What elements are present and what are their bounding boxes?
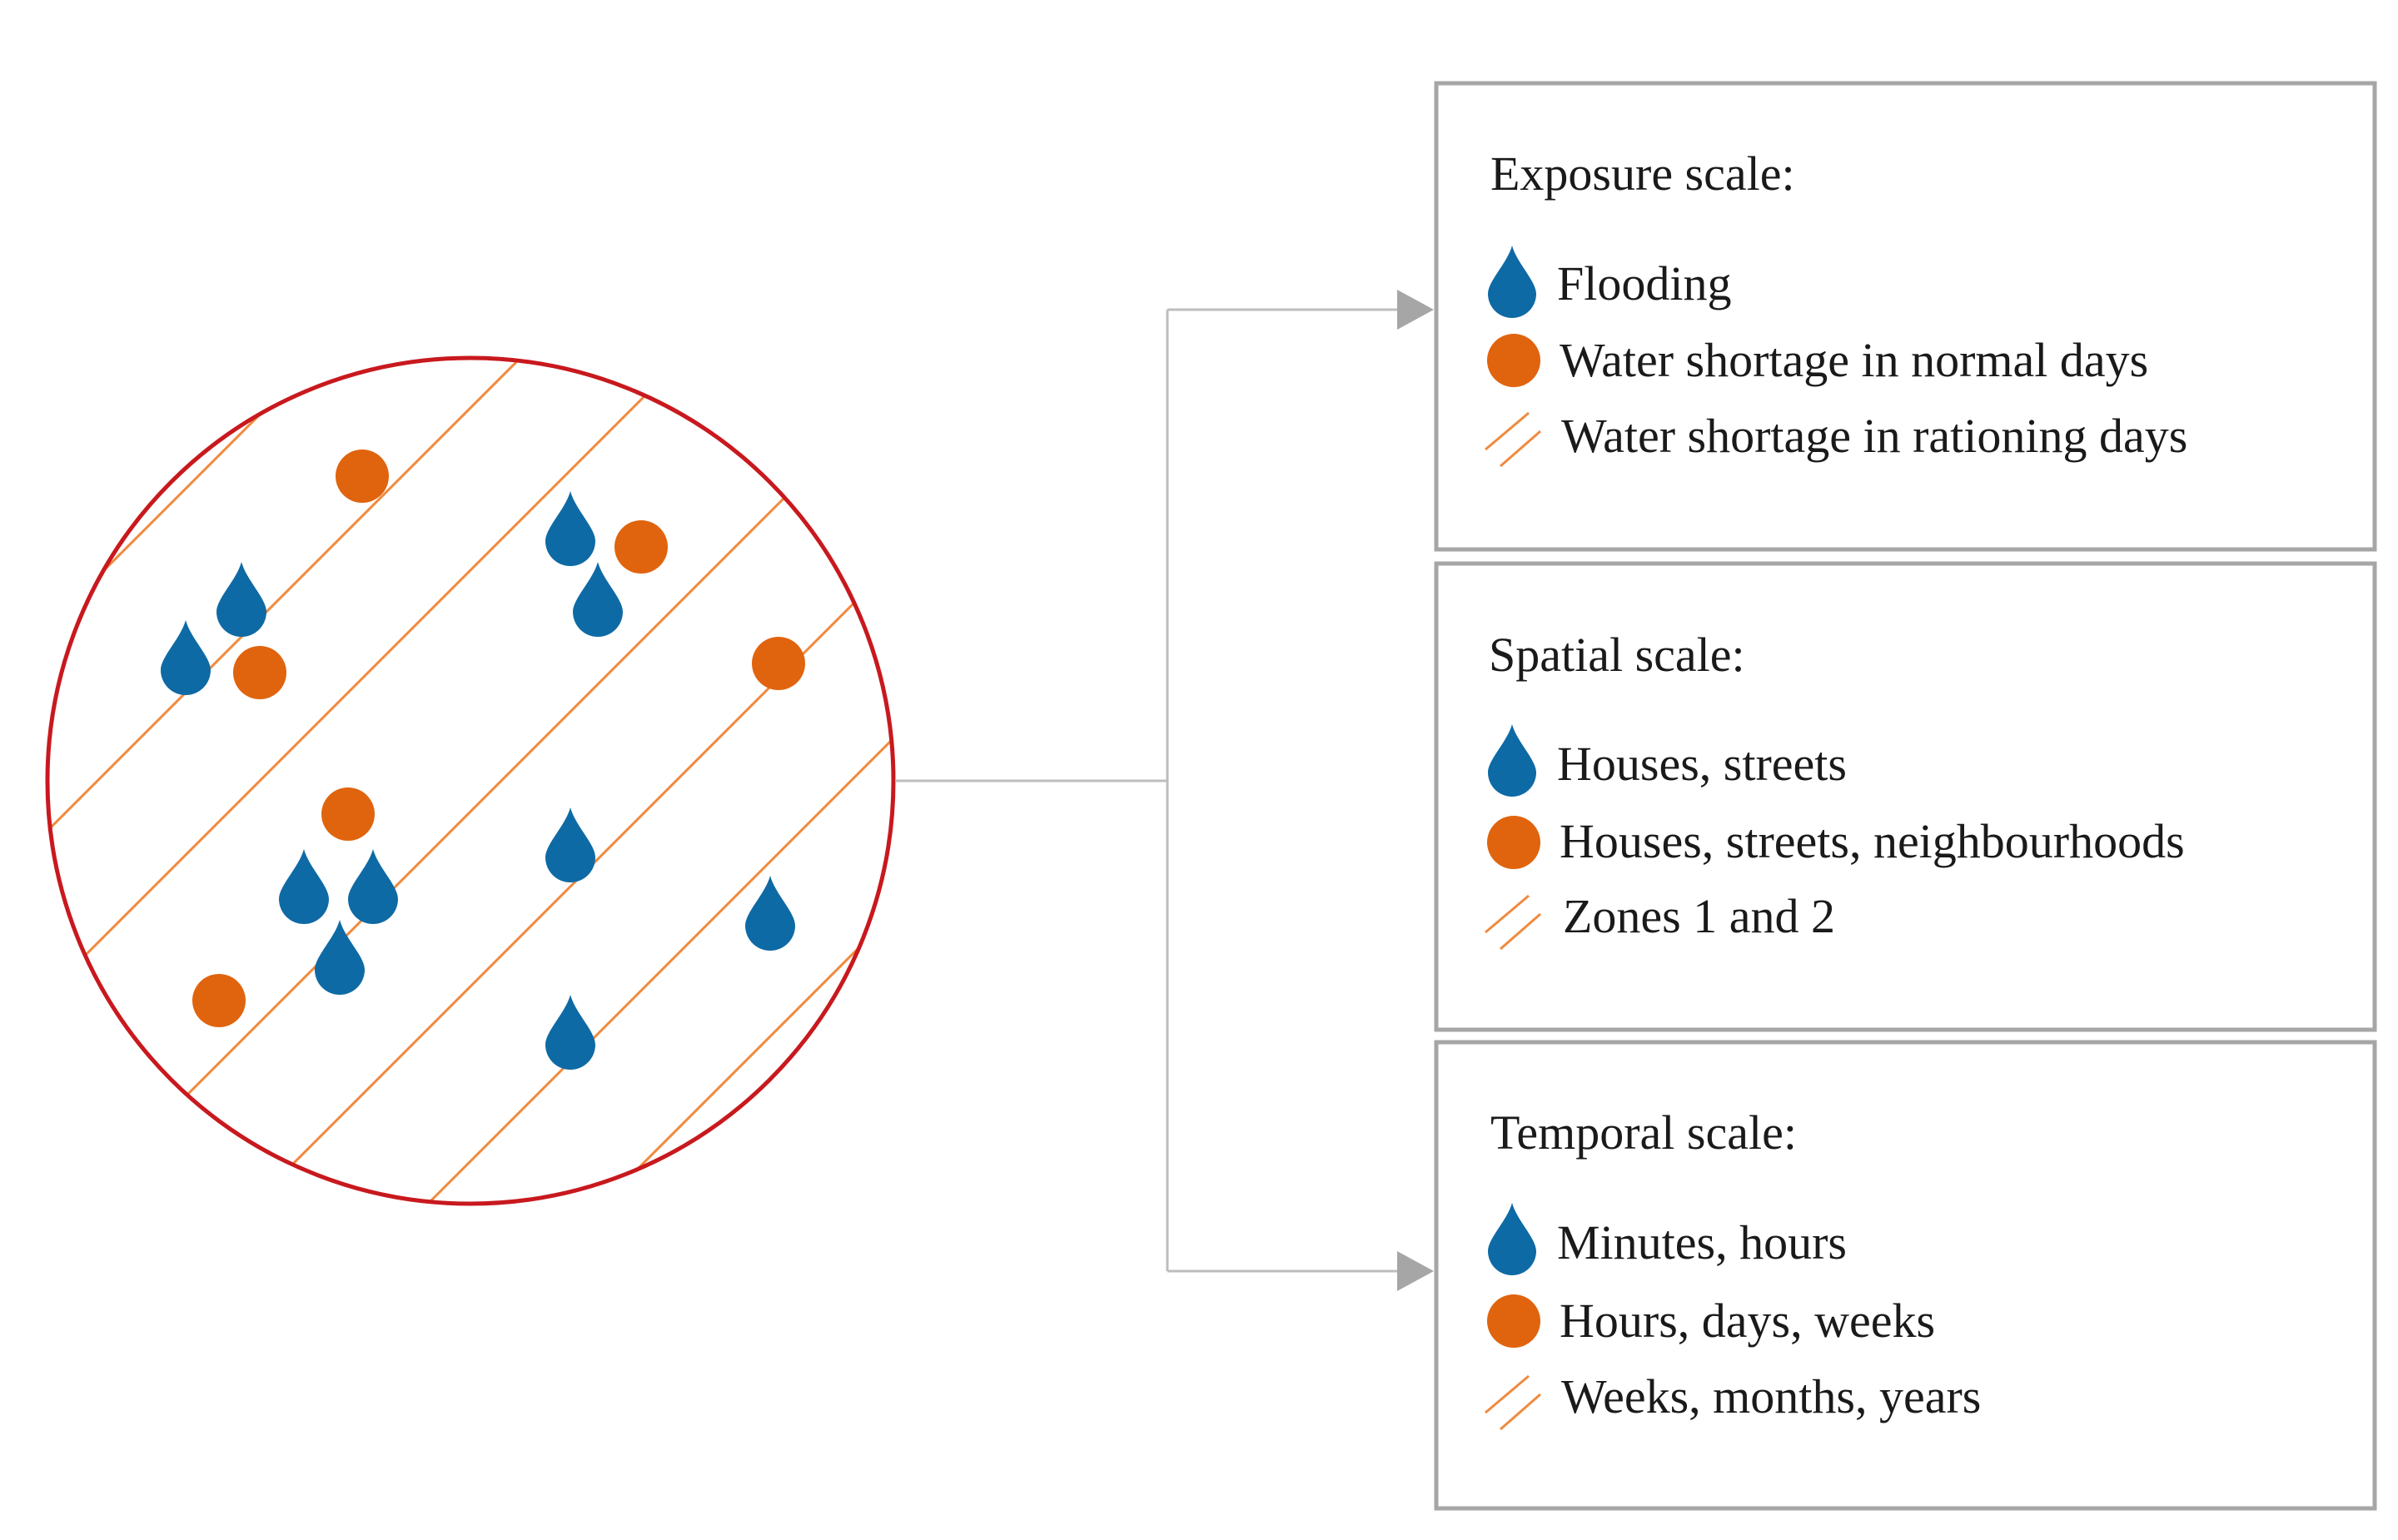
hatch-line [47, 358, 543, 847]
hatch-icon-line [1485, 411, 1530, 451]
hatch-icon-line [1485, 894, 1530, 934]
panel-temporal-box [1434, 1040, 2377, 1511]
legend-item-label: Weeks, months, years [1561, 1369, 1981, 1423]
panel-exposure-scale: Exposure scale: Flooding Water shortage … [1434, 81, 2377, 552]
hatch-line [123, 481, 801, 1159]
connector-lines [895, 308, 1399, 1273]
legend-item-label: Zones 1 and 2 [1563, 889, 1835, 943]
legend-item-label: Hours, days, weeks [1560, 1294, 1935, 1348]
orange-dot-icon [1487, 1294, 1540, 1348]
hatch-line [57, 373, 668, 984]
panel-spatial-scale: Spatial scale: Houses, streets Houses, s… [1434, 561, 2377, 1032]
panel-exposure-title: Exposure scale: [1490, 147, 1795, 201]
hatch-icon-line [1485, 1374, 1530, 1414]
hatch-lines-icon [1485, 894, 1541, 951]
legend-item-minutes-hours: Minutes, hours [1488, 1203, 1847, 1275]
legend-item-label: Water shortage in normal days [1560, 333, 2148, 387]
arrow-head-bottom [1397, 1251, 1434, 1291]
shortage-dots [192, 450, 805, 1027]
panel-spatial-box [1434, 561, 2377, 1032]
orange-dot-icon [1487, 816, 1540, 869]
legend-item-normal-days: Water shortage in normal days [1487, 333, 2148, 387]
study-area [45, 355, 896, 1206]
hatch-line [523, 889, 893, 1204]
hatch-line [323, 723, 893, 1204]
orange-dot-icon [1487, 334, 1540, 387]
orange-dot-icon [752, 637, 805, 690]
hatch-icon-line [1500, 912, 1541, 951]
study-area-background [47, 358, 893, 1204]
panel-temporal-title: Temporal scale: [1490, 1105, 1797, 1160]
legend-item-label: Water shortage in rationing days [1561, 409, 2187, 463]
hatch-icon-line [1500, 1393, 1541, 1431]
panel-temporal-scale: Temporal scale: Minutes, hours Hours, da… [1434, 1040, 2377, 1511]
orange-dot-icon [336, 450, 389, 503]
legend-item-label: Flooding [1557, 256, 1732, 310]
hatch-icon-line [1500, 430, 1541, 468]
arrow-head-top [1397, 290, 1434, 330]
connector-arrows [1397, 290, 1434, 1291]
study-area-border [45, 355, 896, 1206]
orange-dot-icon [192, 974, 246, 1027]
orange-dot-icon [614, 520, 668, 574]
panel-spatial-title: Spatial scale: [1489, 628, 1745, 682]
legend-item-houses-streets: Houses, streets [1488, 724, 1847, 797]
hatch-line [190, 589, 868, 1204]
legend-item-neighbourhoods: Houses, streets, neighbourhoods [1487, 814, 2185, 869]
hatch-lines-icon [1485, 411, 1541, 468]
orange-dot-icon [321, 787, 375, 841]
legend-item-hours-days-weeks: Hours, days, weeks [1487, 1294, 1935, 1348]
legend-item-flooding: Flooding [1488, 246, 1732, 318]
panel-exposure-box [1434, 81, 2377, 552]
legend-item-label: Houses, streets [1557, 737, 1847, 791]
orange-dot-icon [233, 646, 286, 699]
legend-item-label: Houses, streets, neighbourhoods [1560, 814, 2185, 868]
hatch-lines-icon [1485, 1374, 1541, 1431]
hatch-lines [47, 358, 893, 1204]
legend-item-label: Minutes, hours [1557, 1215, 1847, 1269]
